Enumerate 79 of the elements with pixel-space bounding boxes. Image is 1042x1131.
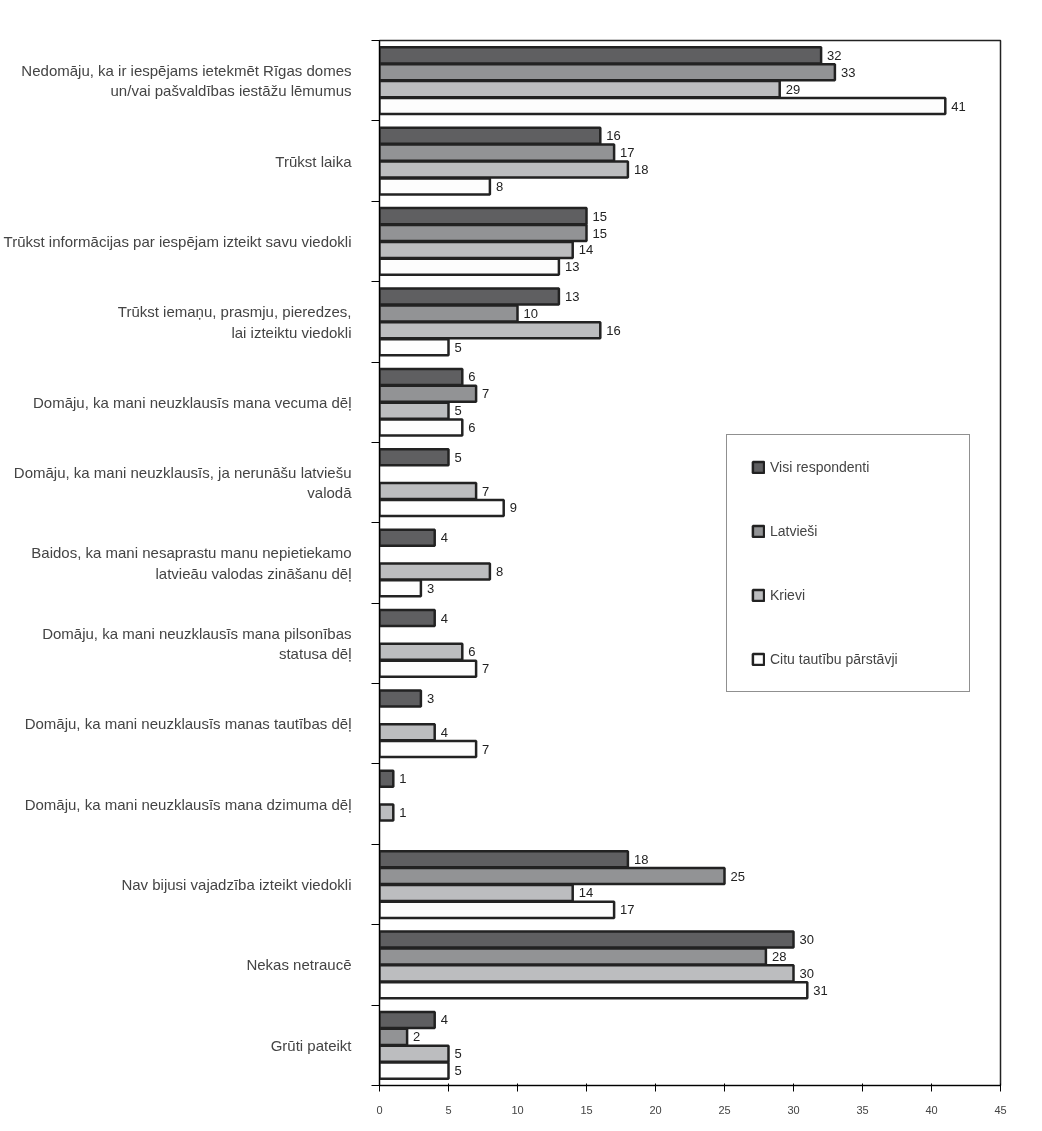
data-label: 5 [454,339,462,355]
legend-label: Krievi [770,586,806,603]
y-tick-label: Nav bijusi vajadzība izteikt viedokli [121,876,352,894]
data-label: 1 [399,805,407,821]
data-label: 3 [426,580,435,596]
data-label: 16 [606,128,621,144]
data-label: 13 [564,289,580,305]
y-tick-label: Domāju, ka mani neuzklausīs mana dzimuma dēļ [24,795,352,813]
data-label: 2 [413,1029,421,1045]
x-tick-label: 15 [580,1103,593,1116]
data-label: 33 [840,64,856,80]
data-label: 18 [633,851,649,867]
y-tick-label: Nekas netraucē [246,956,352,974]
data-label: 7 [482,661,490,677]
x-tick-label: 30 [787,1103,800,1116]
legend-label: Visi respondenti [770,458,871,475]
y-tick-label: Domāju, ka mani neuzklausīs manas tautības dēļ [24,715,352,733]
data-label: 5 [454,1063,462,1079]
data-label: 5 [454,1046,462,1062]
data-label: 15 [592,208,607,224]
data-label: 30 [799,932,814,948]
data-label: 5 [454,449,462,465]
data-label: 10 [523,305,538,321]
y-tick-label: Trūkst iemaņu, prasmju, pieredzes, lai izteiktu viedokli [117,303,352,341]
y-tick-label: Domāju, ka mani neuzklausīs mana pilsonības statusa dēļ [42,624,352,663]
bar [379,803,395,822]
y-tick-label: Domāju, ka mani neuzklausīs, ja nerunāšu latviešu valodā [13,463,353,502]
x-tick-label: 0 [376,1103,383,1116]
data-label: 9 [509,500,517,516]
data-label: 29 [785,81,801,97]
data-label: 15 [592,225,607,241]
x-tick-label: 25 [718,1103,731,1116]
x-tick-label: 35 [856,1103,869,1116]
data-label: 4 [440,1012,448,1028]
data-label: 17 [620,902,635,918]
data-label: 1 [399,771,407,787]
data-label: 5 [454,403,462,419]
data-label: 7 [482,741,490,757]
x-tick-label: 40 [925,1103,938,1116]
data-label: 41 [951,98,966,114]
data-label: 30 [799,965,814,981]
bar [379,528,436,547]
data-label: 28 [771,948,787,964]
data-label: 32 [827,47,842,63]
data-label: 7 [482,386,490,402]
y-tick-label: Trūkst informācijas par iespējam izteikt savu viedokli [3,232,352,250]
bar [379,608,436,628]
data-label: 8 [495,178,504,194]
data-label: 7 [482,483,490,499]
data-label: 13 [564,259,580,275]
y-tick-label: Grūti pateikt [270,1036,353,1054]
data-label: 4 [440,530,448,546]
data-label: 31 [813,982,828,998]
x-tick-label: 5 [445,1103,452,1116]
bar [379,689,423,708]
data-label: 4 [440,610,448,626]
data-label: 3 [426,690,435,706]
x-tick-label: 20 [649,1103,662,1116]
y-tick-label: Domāju, ka mani neuzklausīs mana vecuma dēļ [33,393,352,411]
data-label: 6 [468,369,476,385]
x-tick-label: 10 [511,1103,524,1116]
data-label: 4 [440,724,448,740]
data-label: 14 [578,242,594,258]
data-label: 18 [633,162,649,178]
x-tick-label: 45 [994,1103,1007,1116]
y-tick-label: Trūkst laika [275,152,353,170]
bar [379,448,450,467]
y-tick-label: Nedomāju, ka ir iespējams ietekmēt Rīgas domes un/vai pašvaldības iestāžu lēmumus [21,61,352,100]
legend-label: Citu tautību pārstāvji [770,650,899,667]
data-label: 16 [606,322,621,338]
data-label: 25 [730,868,745,884]
legend-label: Latvieši [770,522,819,539]
y-tick-label: Baidos, ka mani nesaprastu manu nepietiekamo latvieāu valodas zināšanu dēļ [31,544,352,582]
data-label: 14 [578,885,594,901]
data-label: 17 [620,145,635,161]
data-label: 6 [468,420,476,436]
bar [379,769,395,789]
data-label: 6 [468,644,476,660]
data-label: 8 [495,563,504,579]
